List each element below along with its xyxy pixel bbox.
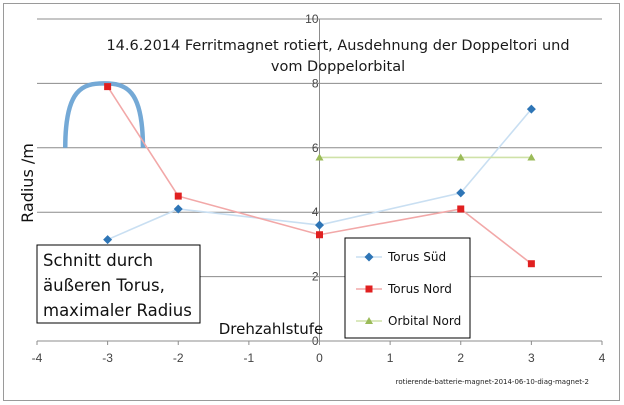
- y-axis-label: Radius /m: [18, 143, 37, 223]
- x-tick-label-3: -1: [244, 351, 255, 365]
- point-s1-1: [174, 192, 182, 200]
- point-s2-2: [527, 153, 536, 161]
- x-tick-label-5: 1: [387, 351, 394, 365]
- x-tick-label-1: -3: [102, 351, 113, 365]
- point-s0-0: [103, 235, 113, 245]
- y-tick-label-1: 2: [312, 270, 319, 284]
- y-tick-label-5: 10: [305, 12, 319, 26]
- point-s1-0: [104, 83, 112, 91]
- point-s0-1: [173, 204, 183, 214]
- x-tick-label-4: 0: [316, 351, 323, 365]
- legend-label-1: Torus Nord: [387, 282, 452, 296]
- point-s0-4: [526, 104, 536, 114]
- y-tick-label-2: 4: [312, 205, 319, 219]
- point-s0-3: [456, 188, 466, 198]
- legend-marker-1: [365, 285, 373, 293]
- y-tick-label-4: 8: [312, 76, 319, 90]
- legend-label-2: Orbital Nord: [388, 314, 461, 328]
- legend-label-0: Torus Süd: [387, 250, 446, 264]
- point-s2-0: [315, 153, 324, 161]
- point-s0-2: [315, 220, 324, 230]
- point-s1-4: [527, 260, 535, 268]
- legend: Torus Süd Torus Nord Orbital Nord: [344, 237, 471, 339]
- annotation-line-3: maximaler Radius: [43, 301, 192, 320]
- x-axis-label: Drehzahlstufe: [219, 320, 324, 338]
- chart-title-line-1: 14.6.2014 Ferritmagnet rotiert, Ausdehnu…: [106, 38, 569, 54]
- torus-arc-path: [63, 81, 146, 148]
- series-markers: [103, 83, 536, 268]
- point-s2-1: [456, 153, 465, 161]
- torus-arc: [63, 81, 146, 148]
- footer-filename: rotierende-batterie-magnet-2014-06-10-di…: [396, 378, 589, 386]
- legend-marker-2: [365, 317, 373, 324]
- chart-frame: 0 2 4 6 8 10 -4 -3 -2 -1 0 1 2 3 4 14.6.2014 Ferritmag…: [3, 3, 620, 401]
- y-tick-label-3: 6: [312, 141, 319, 155]
- x-tick-label-2: -2: [173, 351, 184, 365]
- legend-marker-0: [364, 252, 374, 262]
- annotation-box: Schnitt durch äußeren Torus, maximaler R…: [36, 244, 201, 324]
- point-s1-3: [457, 205, 465, 213]
- annotation-line-2: äußeren Torus,: [43, 276, 165, 295]
- point-s1-2: [316, 231, 323, 239]
- x-tick-label-7: 3: [528, 351, 535, 365]
- annotation-line-1: Schnitt durch: [43, 251, 153, 270]
- chart-title-line-2: vom Doppelorbital: [271, 59, 405, 75]
- x-tick-label-6: 2: [457, 351, 464, 365]
- x-tick-label-0: -4: [32, 351, 43, 365]
- x-tick-label-8: 4: [599, 351, 606, 365]
